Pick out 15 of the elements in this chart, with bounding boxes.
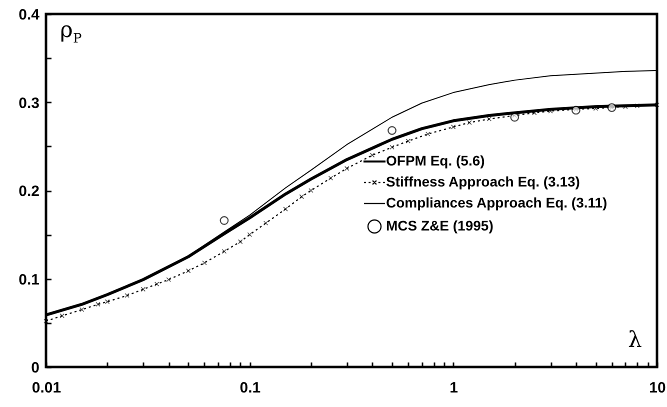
x-axis-title: λ xyxy=(628,328,642,353)
y-tick-label: 0.3 xyxy=(18,94,40,112)
y-tick-label: 0 xyxy=(31,360,40,376)
x-tick-label: 0.01 xyxy=(32,380,62,396)
legend-label: OFPM Eq. (5.6) xyxy=(386,152,485,168)
y-axis-title: ρ$_{P}$ xyxy=(60,18,82,46)
legend-label: Compliances Approach Eq. (3.11) xyxy=(386,194,608,210)
x-tick-label: 1 xyxy=(450,380,458,396)
x-tick-label: 0.1 xyxy=(240,380,261,396)
y-tick-label: 0.4 xyxy=(18,6,40,24)
legend-label: MCS Z&E (1995) xyxy=(386,218,494,234)
y-tick-label: 0.1 xyxy=(18,271,40,288)
x-tick-label: 10 xyxy=(649,380,666,396)
y-tick-label: 0.2 xyxy=(18,183,40,200)
legend-label: Stiffness Approach Eq. (3.13) xyxy=(386,174,580,190)
